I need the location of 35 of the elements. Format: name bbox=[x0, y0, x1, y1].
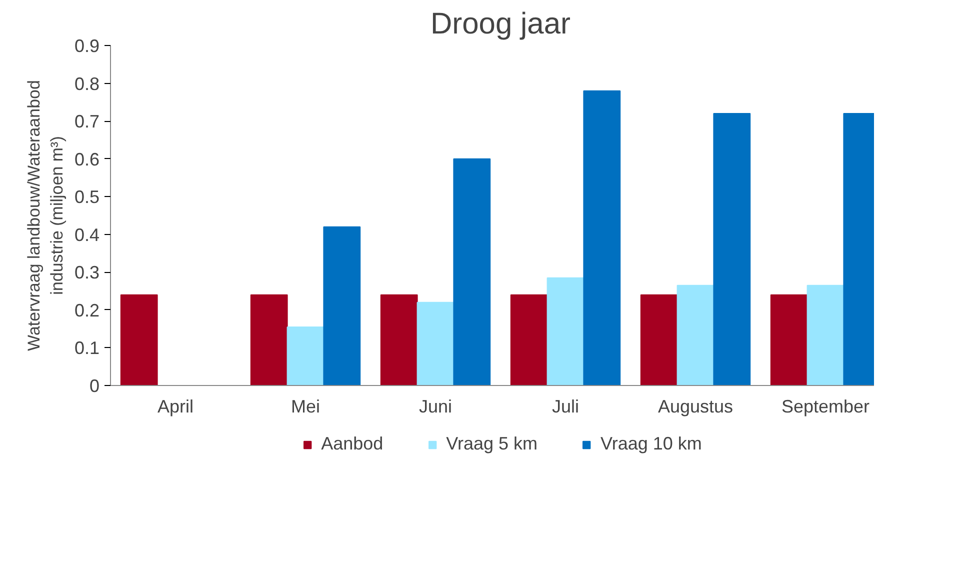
legend-label: Vraag 10 km bbox=[600, 434, 702, 454]
bar bbox=[770, 294, 808, 386]
bar bbox=[323, 226, 361, 386]
bar bbox=[583, 90, 621, 386]
chart-title: Droog jaar bbox=[430, 8, 571, 40]
bar bbox=[380, 294, 418, 386]
bar bbox=[453, 158, 491, 386]
y-tick-label: 0.1 bbox=[74, 338, 100, 358]
legend-label: Vraag 5 km bbox=[446, 434, 538, 454]
bar bbox=[676, 284, 714, 386]
y-tick-label: 0.2 bbox=[74, 300, 100, 320]
x-tick-label: Juni bbox=[418, 396, 452, 416]
y-tick-label: 0.5 bbox=[74, 187, 100, 208]
x-tick-label: April bbox=[157, 396, 194, 416]
y-tick-label: 0.6 bbox=[74, 149, 100, 170]
y-tick-label: 0.4 bbox=[74, 224, 100, 245]
bar bbox=[250, 294, 288, 386]
bar bbox=[510, 294, 548, 386]
bar bbox=[286, 326, 324, 386]
y-tick-label: 0 bbox=[89, 376, 100, 396]
y-tick-label: 0.8 bbox=[74, 74, 100, 94]
bar bbox=[120, 294, 158, 386]
x-tick-label: Juli bbox=[552, 396, 580, 416]
x-tick-label: Mei bbox=[291, 396, 320, 416]
y-tick-label: 0.3 bbox=[74, 262, 100, 283]
bar bbox=[546, 277, 584, 386]
bar bbox=[640, 294, 678, 386]
x-tick-label: September bbox=[781, 396, 870, 416]
x-tick-label: Augustus bbox=[658, 396, 734, 416]
legend-label: Aanbod bbox=[321, 434, 384, 454]
y-axis-title: Watervraag landbouw/Wateraanbod industrie (miljoen m³) bbox=[24, 80, 66, 351]
bar bbox=[416, 302, 454, 386]
bar bbox=[713, 113, 751, 386]
y-tick-label: 0.7 bbox=[74, 112, 100, 132]
y-tick-label: 0.9 bbox=[74, 36, 100, 56]
